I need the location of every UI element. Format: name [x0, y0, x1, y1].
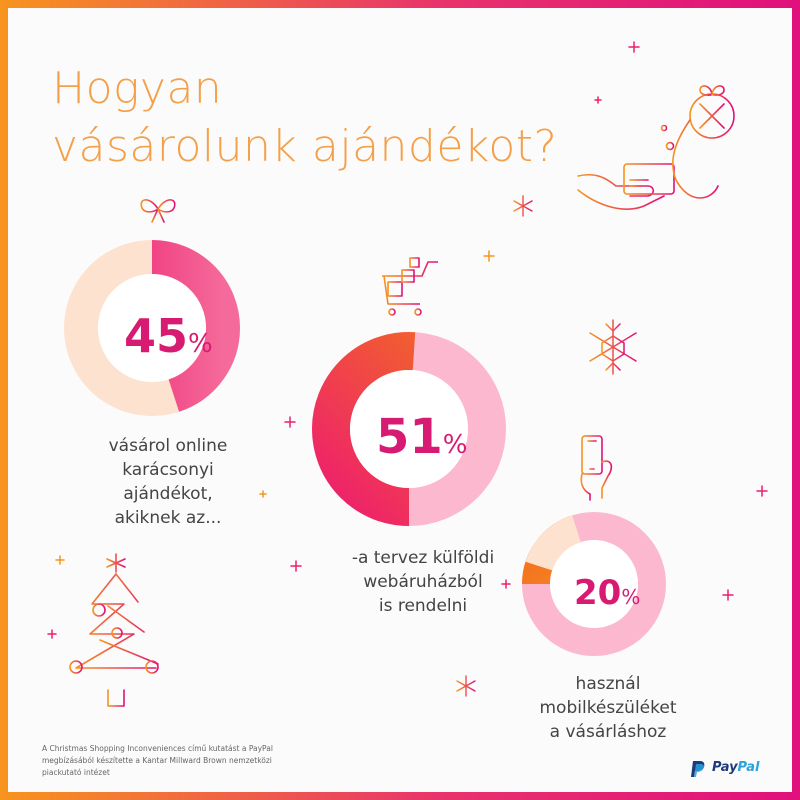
stat-20-label-line: használ	[575, 674, 641, 694]
donut-45	[64, 240, 240, 416]
hand-card-icon	[577, 163, 675, 210]
donut-51	[312, 332, 506, 526]
bow-icon	[140, 199, 176, 223]
donut-20-accent	[522, 512, 666, 656]
donut-20-fill	[522, 512, 666, 656]
paypal-name-part1: Pay	[712, 760, 738, 775]
stat-51-number: 51	[376, 409, 443, 465]
stat-51-value: 51%	[376, 408, 468, 474]
stat-51-unit: %	[442, 430, 468, 460]
paypal-name-part2: Pal	[737, 760, 760, 775]
donut-20	[522, 512, 666, 656]
donut-45-fill	[64, 240, 240, 416]
stat-45-value: 45%	[124, 308, 213, 372]
sparkle-decoration	[47, 41, 768, 639]
small-snowflake-icon	[456, 195, 533, 697]
page-title: Hogyan vásárolunk ajándékot?	[52, 60, 557, 176]
shopping-cart-icon	[382, 257, 438, 316]
stat-51-label-line: is rendelni	[378, 596, 468, 616]
stat-45-unit: %	[188, 329, 213, 359]
stat-45-label: vásárol online karácsonyi ajándékot, aki…	[78, 434, 258, 530]
stat-51-label-line: -a tervez külföldi	[351, 548, 495, 568]
smartphone-icon	[580, 435, 613, 501]
title-line-1: Hogyan	[52, 63, 223, 114]
stat-20-value: 20%	[574, 572, 640, 618]
stat-45-label-line: ajándékot,	[123, 484, 213, 504]
title-line-2: vásárolunk ajándékot?	[52, 121, 558, 172]
stat-51-label-line: webáruházból	[363, 572, 483, 592]
stat-45-label-line: karácsonyi	[122, 460, 214, 480]
stat-45-label-line: vásárol online	[108, 436, 228, 456]
stat-20-label-line: a vásárláshoz	[549, 722, 667, 742]
stat-20-unit: %	[621, 585, 641, 609]
illustration-layer	[33, 41, 768, 719]
snowflake-icon	[589, 319, 637, 375]
stat-45-label-line: akiknek az...	[114, 508, 222, 528]
paypal-logo: PayPal	[691, 760, 760, 777]
christmas-tree-icon	[33, 553, 195, 719]
ornament-icon	[660, 85, 735, 199]
paypal-logo-icon	[691, 761, 705, 777]
stat-51-label: -a tervez külföldi webáruházból is rende…	[328, 546, 518, 618]
stat-20-label-line: mobilkészüléket	[539, 698, 677, 718]
stat-45-number: 45	[124, 309, 189, 363]
stat-20-number: 20	[574, 573, 622, 613]
stat-20-label: használ mobilkészüléket a vásárláshoz	[528, 672, 688, 744]
footnote: A Christmas Shopping Inconveniences című…	[42, 744, 273, 777]
donut-51-fill	[312, 332, 506, 526]
